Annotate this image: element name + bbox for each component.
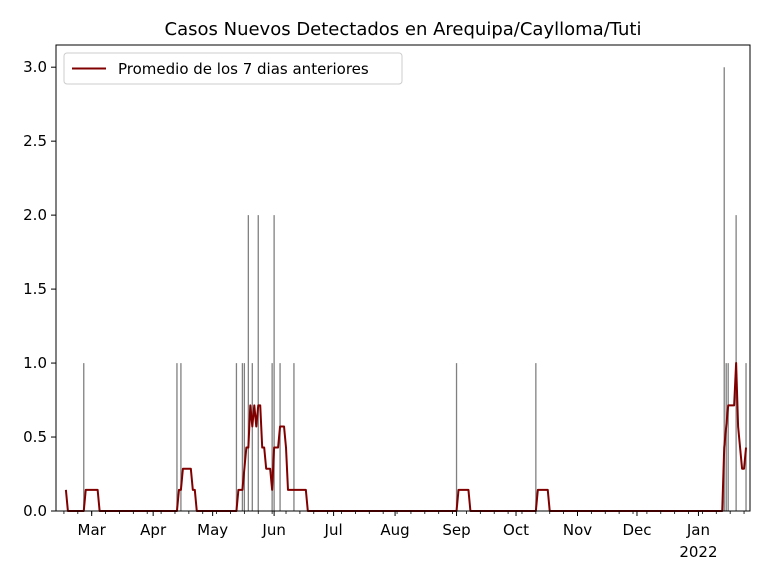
x-axis: Mar Apr May Jun Jul Aug Sep Oct Nov Dec Jan 2022: [63, 511, 745, 561]
x-tick-label-0: Mar: [78, 521, 107, 539]
legend: Promedio de los 7 dias anteriores: [63, 52, 403, 85]
x-tick-label-2: May: [197, 521, 228, 539]
x-tick-label-4: Jul: [324, 521, 343, 539]
legend-box: [63, 52, 403, 85]
x-tick-sublabel-10: 2022: [679, 543, 717, 561]
y-tick-label-5: 2.5: [23, 132, 47, 150]
legend-label: Promedio de los 7 dias anteriores: [118, 60, 369, 78]
y-tick-label-3: 1.5: [23, 280, 47, 298]
y-tick-label-4: 2.0: [23, 206, 47, 224]
plot-frame: [55, 44, 751, 512]
y-tick-label-1: 0.5: [23, 428, 47, 446]
x-tick-label-10: Jan: [686, 521, 710, 539]
x-tick-label-5: Aug: [380, 521, 409, 539]
x-tick-label-3: Jun: [261, 521, 285, 539]
y-tick-label-6: 3.0: [23, 58, 47, 76]
y-axis: 0.0 0.5 1.0 1.5 2.0 2.5 3.0: [23, 58, 56, 520]
plot-area: [56, 45, 750, 511]
x-tick-label-7: Oct: [503, 521, 529, 539]
y-tick-label-2: 1.0: [23, 354, 47, 372]
x-tick-label-9: Dec: [622, 521, 651, 539]
x-tick-label-8: Nov: [563, 521, 592, 539]
y-tick-label-0: 0.0: [23, 502, 47, 520]
x-tick-label-1: Apr: [140, 521, 167, 539]
chart-title: Casos Nuevos Detectados en Arequipa/Cayl…: [165, 19, 642, 40]
x-tick-label-6: Sep: [442, 521, 470, 539]
